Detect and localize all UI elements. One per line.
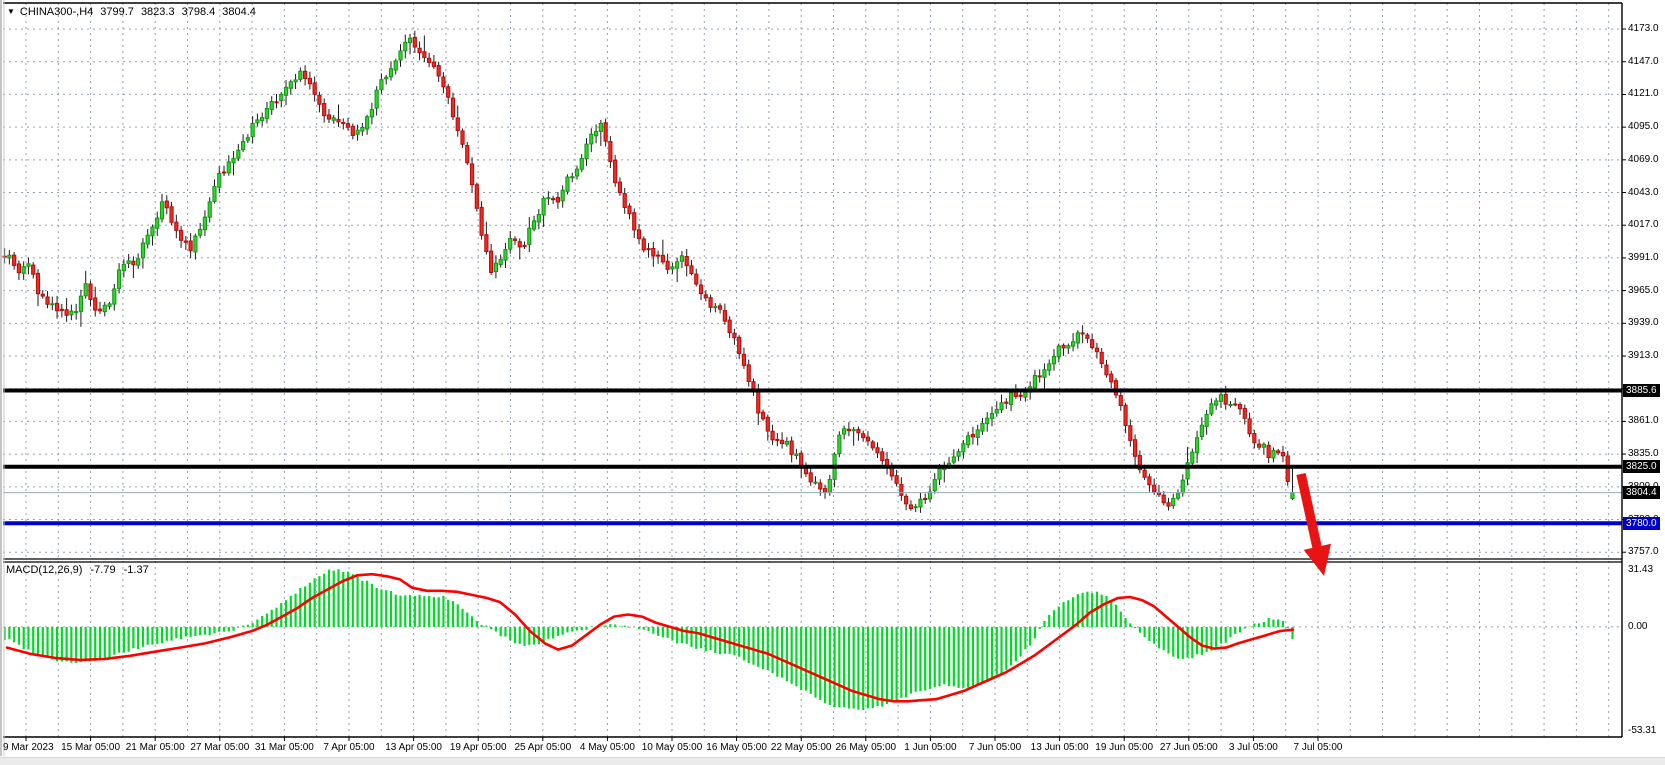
price-tick-label: 3913.0 [1628, 350, 1659, 362]
gridlines [3, 3, 1626, 737]
price-tick-label: 4043.0 [1628, 186, 1659, 198]
price-tick-label: 4121.0 [1628, 88, 1659, 100]
price-tick-label: 4095.0 [1628, 121, 1659, 133]
time-tick-label: 25 Apr 05:00 [514, 742, 572, 753]
time-tick-label: 19 Apr 05:00 [449, 742, 507, 753]
time-tick-label: 31 Mar 05:00 [254, 742, 314, 753]
price-line-label-box: 3804.4 [1623, 486, 1660, 500]
time-tick-label: 13 Jun 05:00 [1030, 742, 1089, 753]
time-tick-label: 27 Jun 05:00 [1159, 742, 1218, 753]
close-value: 3804.4 [222, 5, 256, 18]
macd-scale-label: 0.00 [1628, 620, 1648, 632]
macd-signal-value: -1.37 [123, 564, 149, 576]
chart-title-bar: ▼ CHINA300-,H4 3799.7 3823.3 3798.4 3804… [7, 4, 256, 19]
time-tick-label: 3 Jul 05:00 [1228, 742, 1278, 753]
macd-signal-line [5, 572, 1295, 703]
candles-group [2, 30, 1295, 513]
price-tick-label: 4069.0 [1628, 153, 1659, 165]
time-tick-label: 13 Apr 05:00 [385, 742, 442, 753]
high-value: 3823.3 [140, 5, 175, 18]
time-tick-label: 1 Jun 05:00 [904, 742, 957, 753]
price-line-label-box: 3825.0 [1623, 460, 1660, 474]
macd-scale-label: -53.31 [1628, 725, 1657, 736]
time-tick-label: 19 Jun 05:00 [1095, 742, 1154, 753]
macd-indicator-label: MACD(12,26,9) -7.79 -1.37 [6, 564, 149, 576]
price-tick-label: 3991.0 [1628, 251, 1659, 263]
time-tick-label: 15 Mar 05:00 [61, 742, 121, 753]
price-line-label-box: 3780.0 [1623, 516, 1660, 530]
price-tick-label: 4147.0 [1628, 55, 1659, 67]
symbol-timeframe-label: CHINA300-,H4 [19, 5, 94, 18]
time-tick-label: 22 May 05:00 [770, 742, 832, 753]
time-tick-label: 21 Mar 05:00 [125, 742, 185, 753]
time-tick-label: 26 May 05:00 [835, 742, 897, 753]
macd-scale-label: 31.43 [1628, 564, 1654, 575]
open-value: 3799.7 [100, 5, 134, 18]
down-arrow-annotation[interactable] [1296, 472, 1331, 576]
price-line-label-box: 3885.6 [1623, 383, 1660, 397]
price-tick-label: 3939.0 [1628, 317, 1659, 329]
macd-histogram [3, 569, 1294, 710]
symbol-dropdown-icon[interactable]: ▼ [7, 6, 15, 16]
price-tick-label: 3965.0 [1628, 284, 1659, 296]
price-tick-label: 3757.0 [1628, 546, 1659, 558]
price-tick-label: 4017.0 [1628, 219, 1659, 231]
window-bottom-strip [0, 757, 1665, 765]
level-lines[interactable] [3, 388, 1622, 526]
time-tick-label: 9 Mar 2023 [3, 742, 54, 753]
time-tick-label: 16 May 05:00 [706, 742, 767, 753]
macd-name: MACD(12,26,9) [6, 564, 83, 576]
macd-plot-area[interactable] [3, 562, 1622, 737]
time-tick-label: 7 Jun 05:00 [968, 742, 1022, 753]
macd-main-value: -7.79 [90, 564, 116, 576]
low-value: 3798.4 [181, 5, 216, 18]
price-tick-label: 3861.0 [1628, 415, 1659, 427]
time-tick-label: 10 May 05:00 [641, 742, 703, 753]
time-tick-label: 27 Mar 05:00 [190, 742, 250, 753]
price-tick-label: 4173.0 [1628, 23, 1659, 35]
price-chart-plot-area[interactable] [3, 3, 1622, 558]
time-tick-label: 4 May 05:00 [579, 742, 635, 753]
time-tick-label: 7 Apr 05:00 [323, 742, 375, 753]
time-tick-label: 7 Jul 05:00 [1293, 742, 1343, 753]
price-tick-label: 3835.0 [1628, 448, 1659, 460]
panel-frame [0, 0, 1623, 756]
